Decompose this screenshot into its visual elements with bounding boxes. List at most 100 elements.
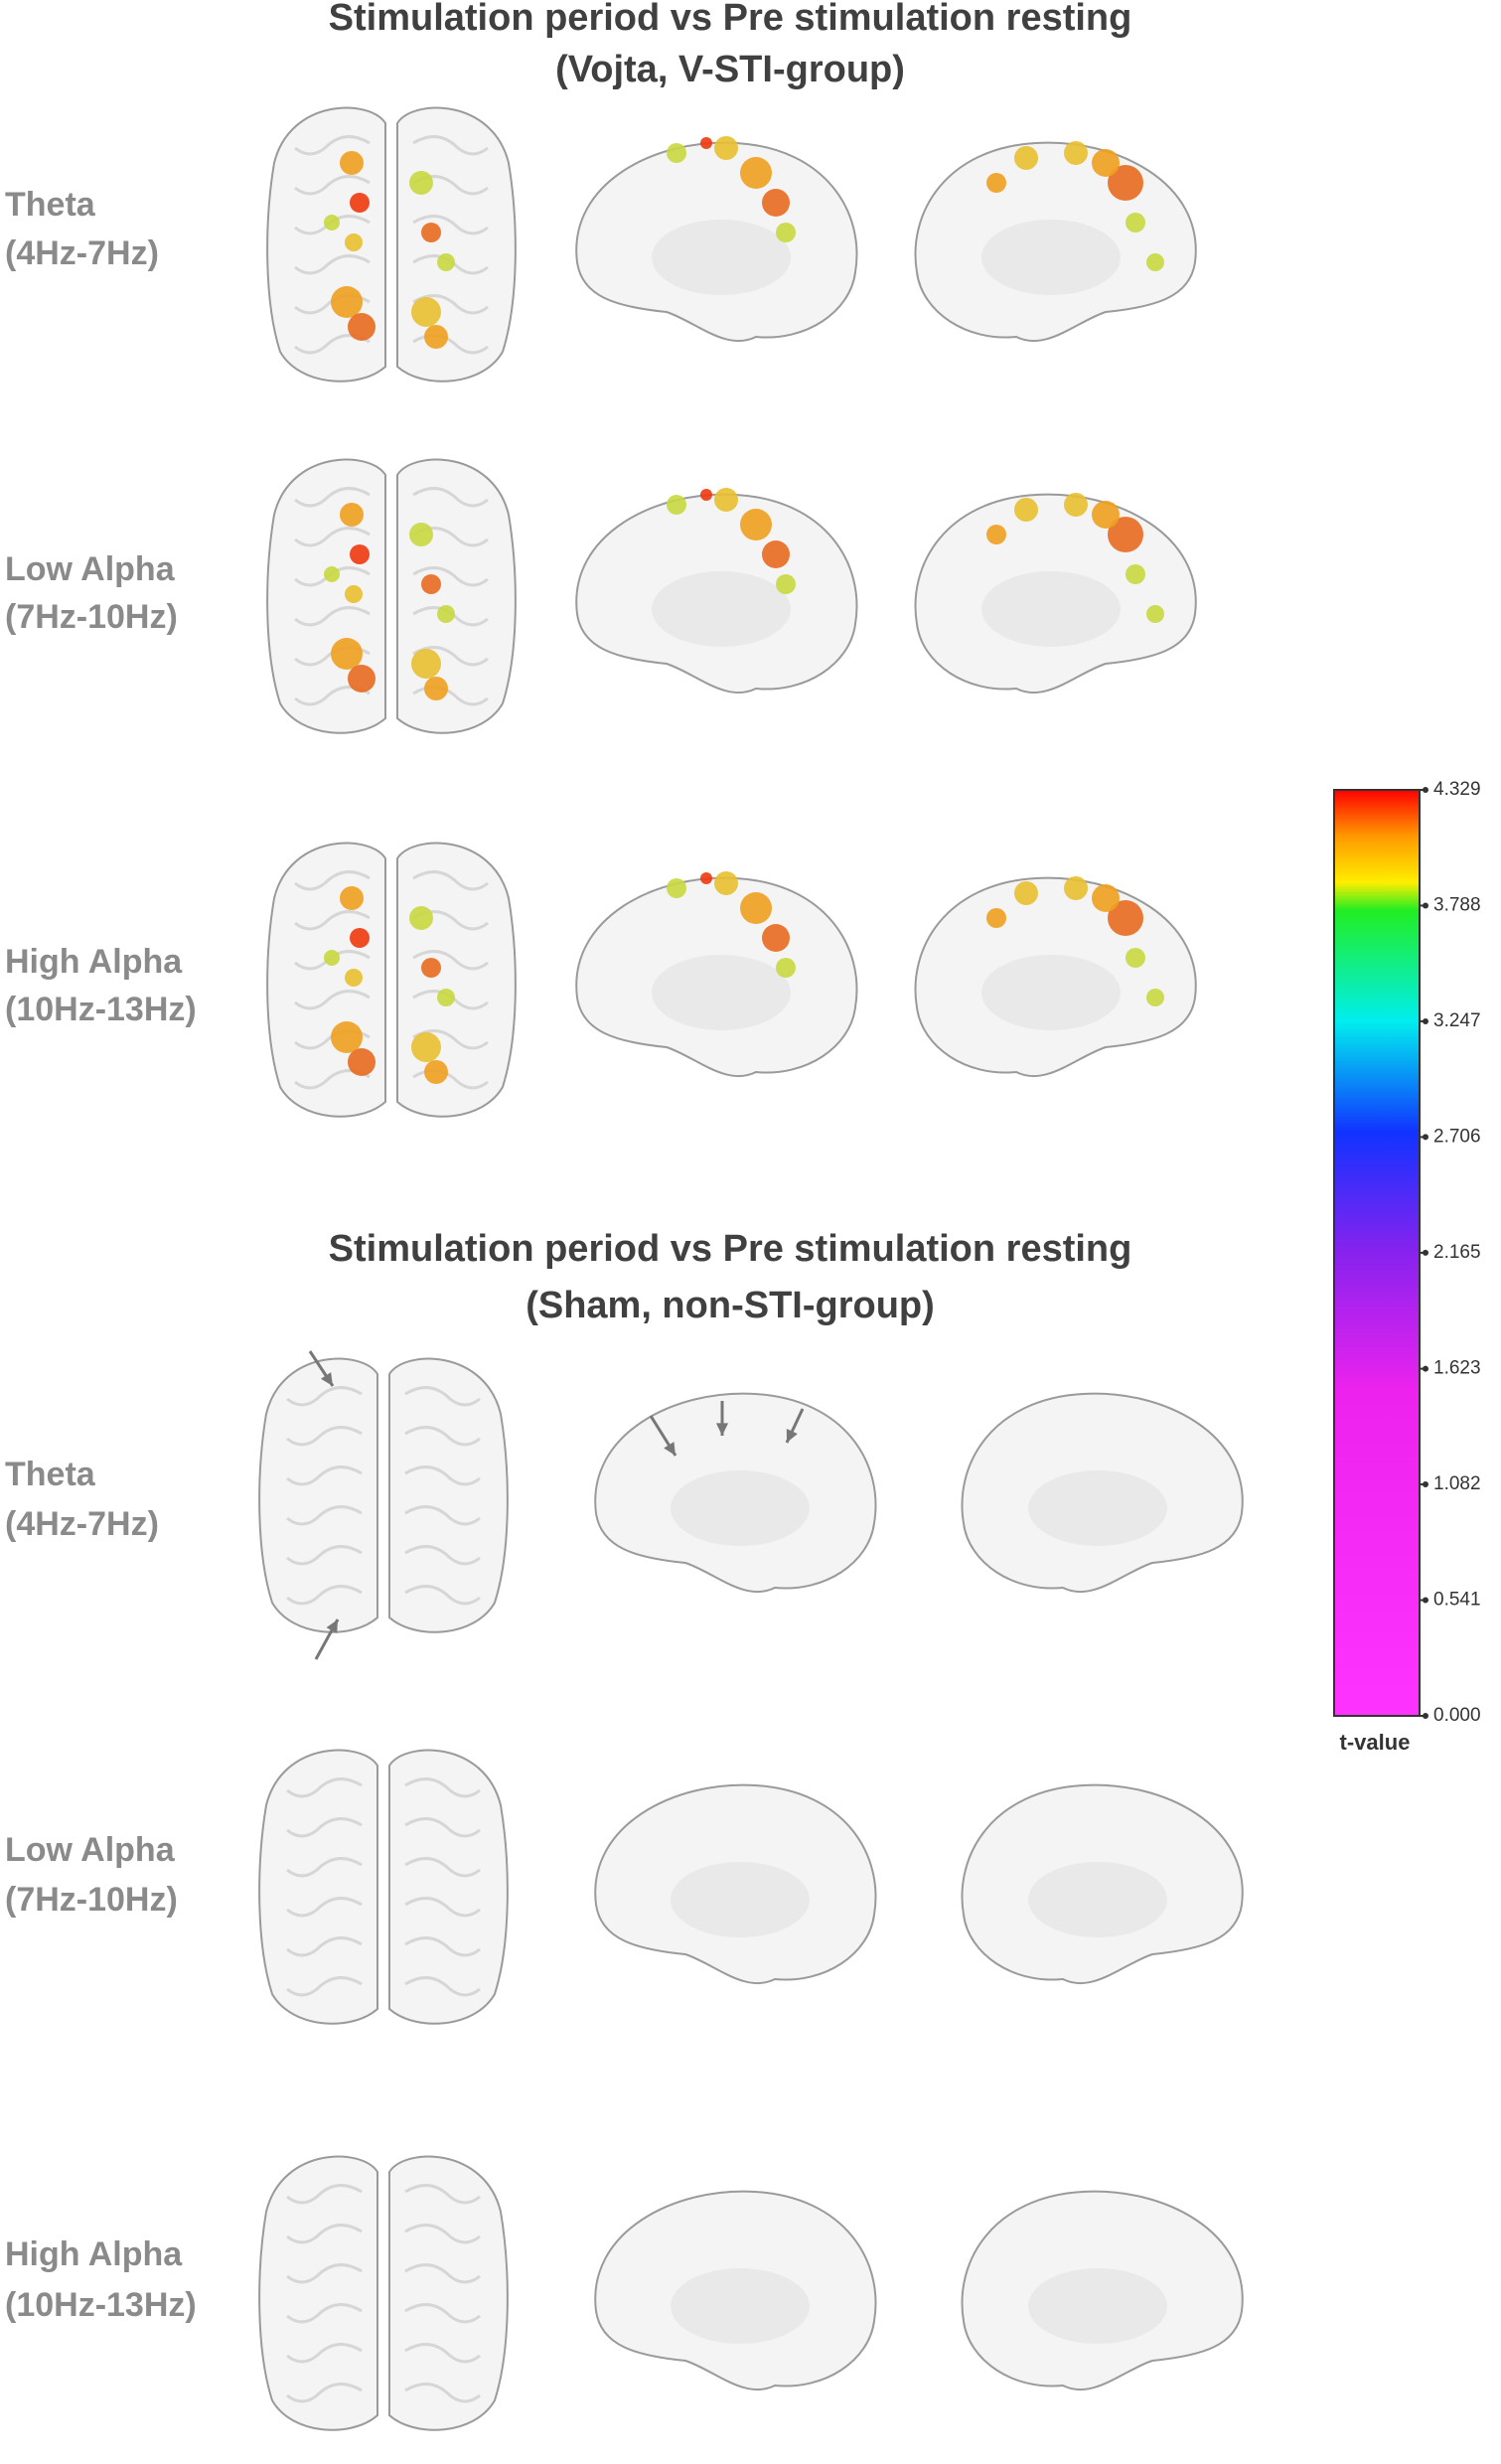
activation: [437, 253, 455, 271]
sulcus: [404, 1817, 481, 1838]
colorbar-tick-label: 4.329: [1433, 779, 1481, 800]
activation: [762, 924, 790, 952]
colorbar-tick-dot: [1423, 1017, 1428, 1024]
colorbar-tick-label: 1.623: [1433, 1358, 1481, 1379]
activation: [714, 488, 738, 512]
sulcus: [286, 1817, 363, 1838]
brain-top-view: [258, 1357, 509, 1633]
activation: [424, 1060, 448, 1084]
activation: [1014, 498, 1038, 522]
colorbar-tick-label: 2.706: [1433, 1126, 1481, 1147]
activation: [714, 871, 738, 895]
sulcus: [294, 910, 371, 931]
row-label: Theta: [5, 1456, 96, 1493]
colorbar-tick-dot: [1423, 1249, 1428, 1256]
activation: [340, 151, 364, 175]
activation: [700, 872, 712, 884]
sulcus: [294, 950, 371, 971]
activation: [1092, 884, 1120, 912]
sulcus: [412, 294, 489, 315]
activation: [324, 215, 340, 231]
sulcus: [404, 2383, 481, 2403]
row-label: (10Hz-13Hz): [5, 991, 197, 1028]
colorbar-tick-dot: [1423, 1481, 1428, 1488]
sulcus: [294, 990, 371, 1010]
corpus-callosum: [981, 571, 1121, 647]
sulcus: [286, 2263, 363, 2284]
sulcus: [412, 135, 489, 156]
sulcus: [286, 1897, 363, 1918]
colorbar-tick-label: 3.247: [1433, 1010, 1481, 1031]
activation: [437, 605, 455, 623]
activation: [411, 297, 441, 327]
sulcus: [294, 175, 371, 196]
activation: [1108, 900, 1143, 936]
sulcus: [286, 1465, 363, 1486]
brain-medial-view: [914, 876, 1197, 1078]
activation: [350, 544, 370, 564]
brain-top-view: [266, 458, 517, 734]
colorbar-tick-dot: [1423, 1713, 1428, 1719]
brain-medial-view: [961, 1783, 1244, 1985]
colorbar-tick-label: 0.000: [1433, 1705, 1481, 1726]
section-title: Stimulation period vs Pre stimulation re…: [329, 1228, 1132, 1270]
section-title: (Vojta, V-STI-group): [555, 49, 905, 90]
brain-medial-view: [594, 2190, 877, 2391]
arrow-head: [786, 1429, 798, 1443]
activation: [348, 665, 375, 693]
activation: [740, 509, 772, 540]
sulcus: [286, 2303, 363, 2324]
sulcus: [404, 1426, 481, 1447]
corpus-callosum: [1028, 1862, 1167, 1937]
sulcus: [412, 215, 489, 235]
brain-medial-view: [914, 141, 1197, 343]
colorbar-tick-dot: [1423, 1365, 1428, 1372]
brain-top-view: [258, 1749, 509, 2025]
row-label: (7Hz-10Hz): [5, 598, 178, 636]
activation: [762, 540, 790, 568]
activation: [1064, 493, 1088, 517]
sulcus: [286, 2224, 363, 2244]
sulcus: [286, 2184, 363, 2205]
sulcus: [294, 254, 371, 275]
brain-medial-view: [961, 2190, 1244, 2391]
sulcus: [404, 1545, 481, 1566]
row-label: (7Hz-10Hz): [5, 1881, 178, 1919]
colorbar-tick-label: 3.788: [1433, 894, 1481, 915]
activation: [345, 585, 363, 603]
sulcus: [404, 2184, 481, 2205]
activation: [324, 950, 340, 966]
activation: [740, 157, 772, 189]
activation: [1146, 605, 1164, 623]
activation: [667, 143, 686, 163]
sulcus: [286, 1976, 363, 1997]
activation: [437, 989, 455, 1006]
activation: [1064, 141, 1088, 165]
brain-medial-view: [575, 871, 858, 1078]
activation: [667, 878, 686, 898]
activation: [324, 566, 340, 582]
corpus-callosum: [1028, 2268, 1167, 2344]
section-title: Stimulation period vs Pre stimulation re…: [329, 0, 1132, 39]
activation: [340, 503, 364, 527]
brain-top-view: [258, 2155, 509, 2431]
colorbar-tick-dot: [1423, 1597, 1428, 1604]
activation: [409, 523, 433, 546]
brain-top-view: [266, 106, 517, 383]
sulcus: [404, 1777, 481, 1798]
activation: [1108, 165, 1143, 201]
sulcus: [404, 1897, 481, 1918]
activation: [1092, 501, 1120, 529]
sulcus: [412, 566, 489, 587]
sulcus: [294, 135, 371, 156]
sulcus: [412, 870, 489, 891]
colorbar-tick-dot: [1423, 902, 1428, 909]
activation: [776, 958, 796, 978]
sulcus: [412, 606, 489, 627]
sulcus: [294, 870, 371, 891]
sulcus: [294, 566, 371, 587]
colorbar-tick-label: 2.165: [1433, 1242, 1481, 1263]
colorbar: [1333, 789, 1421, 1717]
corpus-callosum: [671, 2268, 810, 2344]
activation: [424, 677, 448, 700]
